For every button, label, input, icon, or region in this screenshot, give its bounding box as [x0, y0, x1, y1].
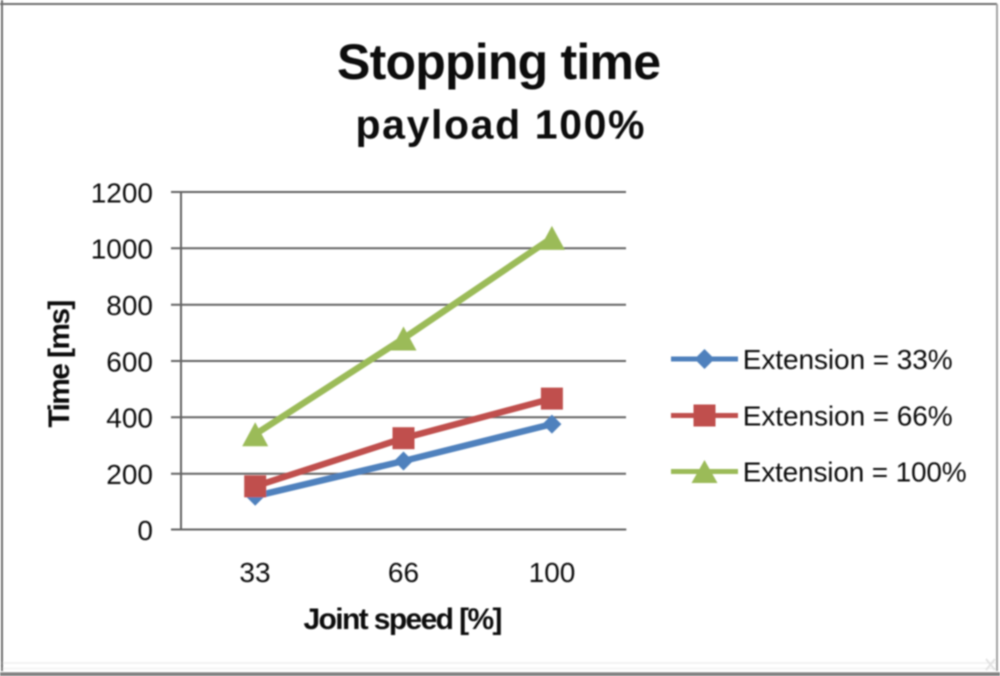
- svg-text:0: 0: [137, 515, 153, 546]
- svg-text:100: 100: [529, 557, 576, 588]
- svg-text:Extension = 33%: Extension = 33%: [743, 344, 953, 375]
- svg-text:33: 33: [239, 557, 270, 588]
- svg-text:Extension = 100%: Extension = 100%: [743, 457, 967, 488]
- svg-text:400: 400: [106, 403, 153, 434]
- svg-text:600: 600: [106, 346, 153, 377]
- svg-text:Joint speed [%]: Joint speed [%]: [304, 603, 503, 636]
- svg-text:Time [ms]: Time [ms]: [43, 300, 76, 428]
- svg-text:1200: 1200: [91, 177, 153, 208]
- svg-text:Extension = 66%: Extension = 66%: [743, 401, 953, 432]
- svg-text:1000: 1000: [91, 234, 153, 265]
- svg-text:66: 66: [388, 557, 419, 588]
- svg-text:Stopping time: Stopping time: [337, 34, 661, 90]
- svg-text:200: 200: [106, 459, 153, 490]
- svg-text:payload 100%: payload 100%: [356, 102, 645, 148]
- svg-text:800: 800: [106, 290, 153, 321]
